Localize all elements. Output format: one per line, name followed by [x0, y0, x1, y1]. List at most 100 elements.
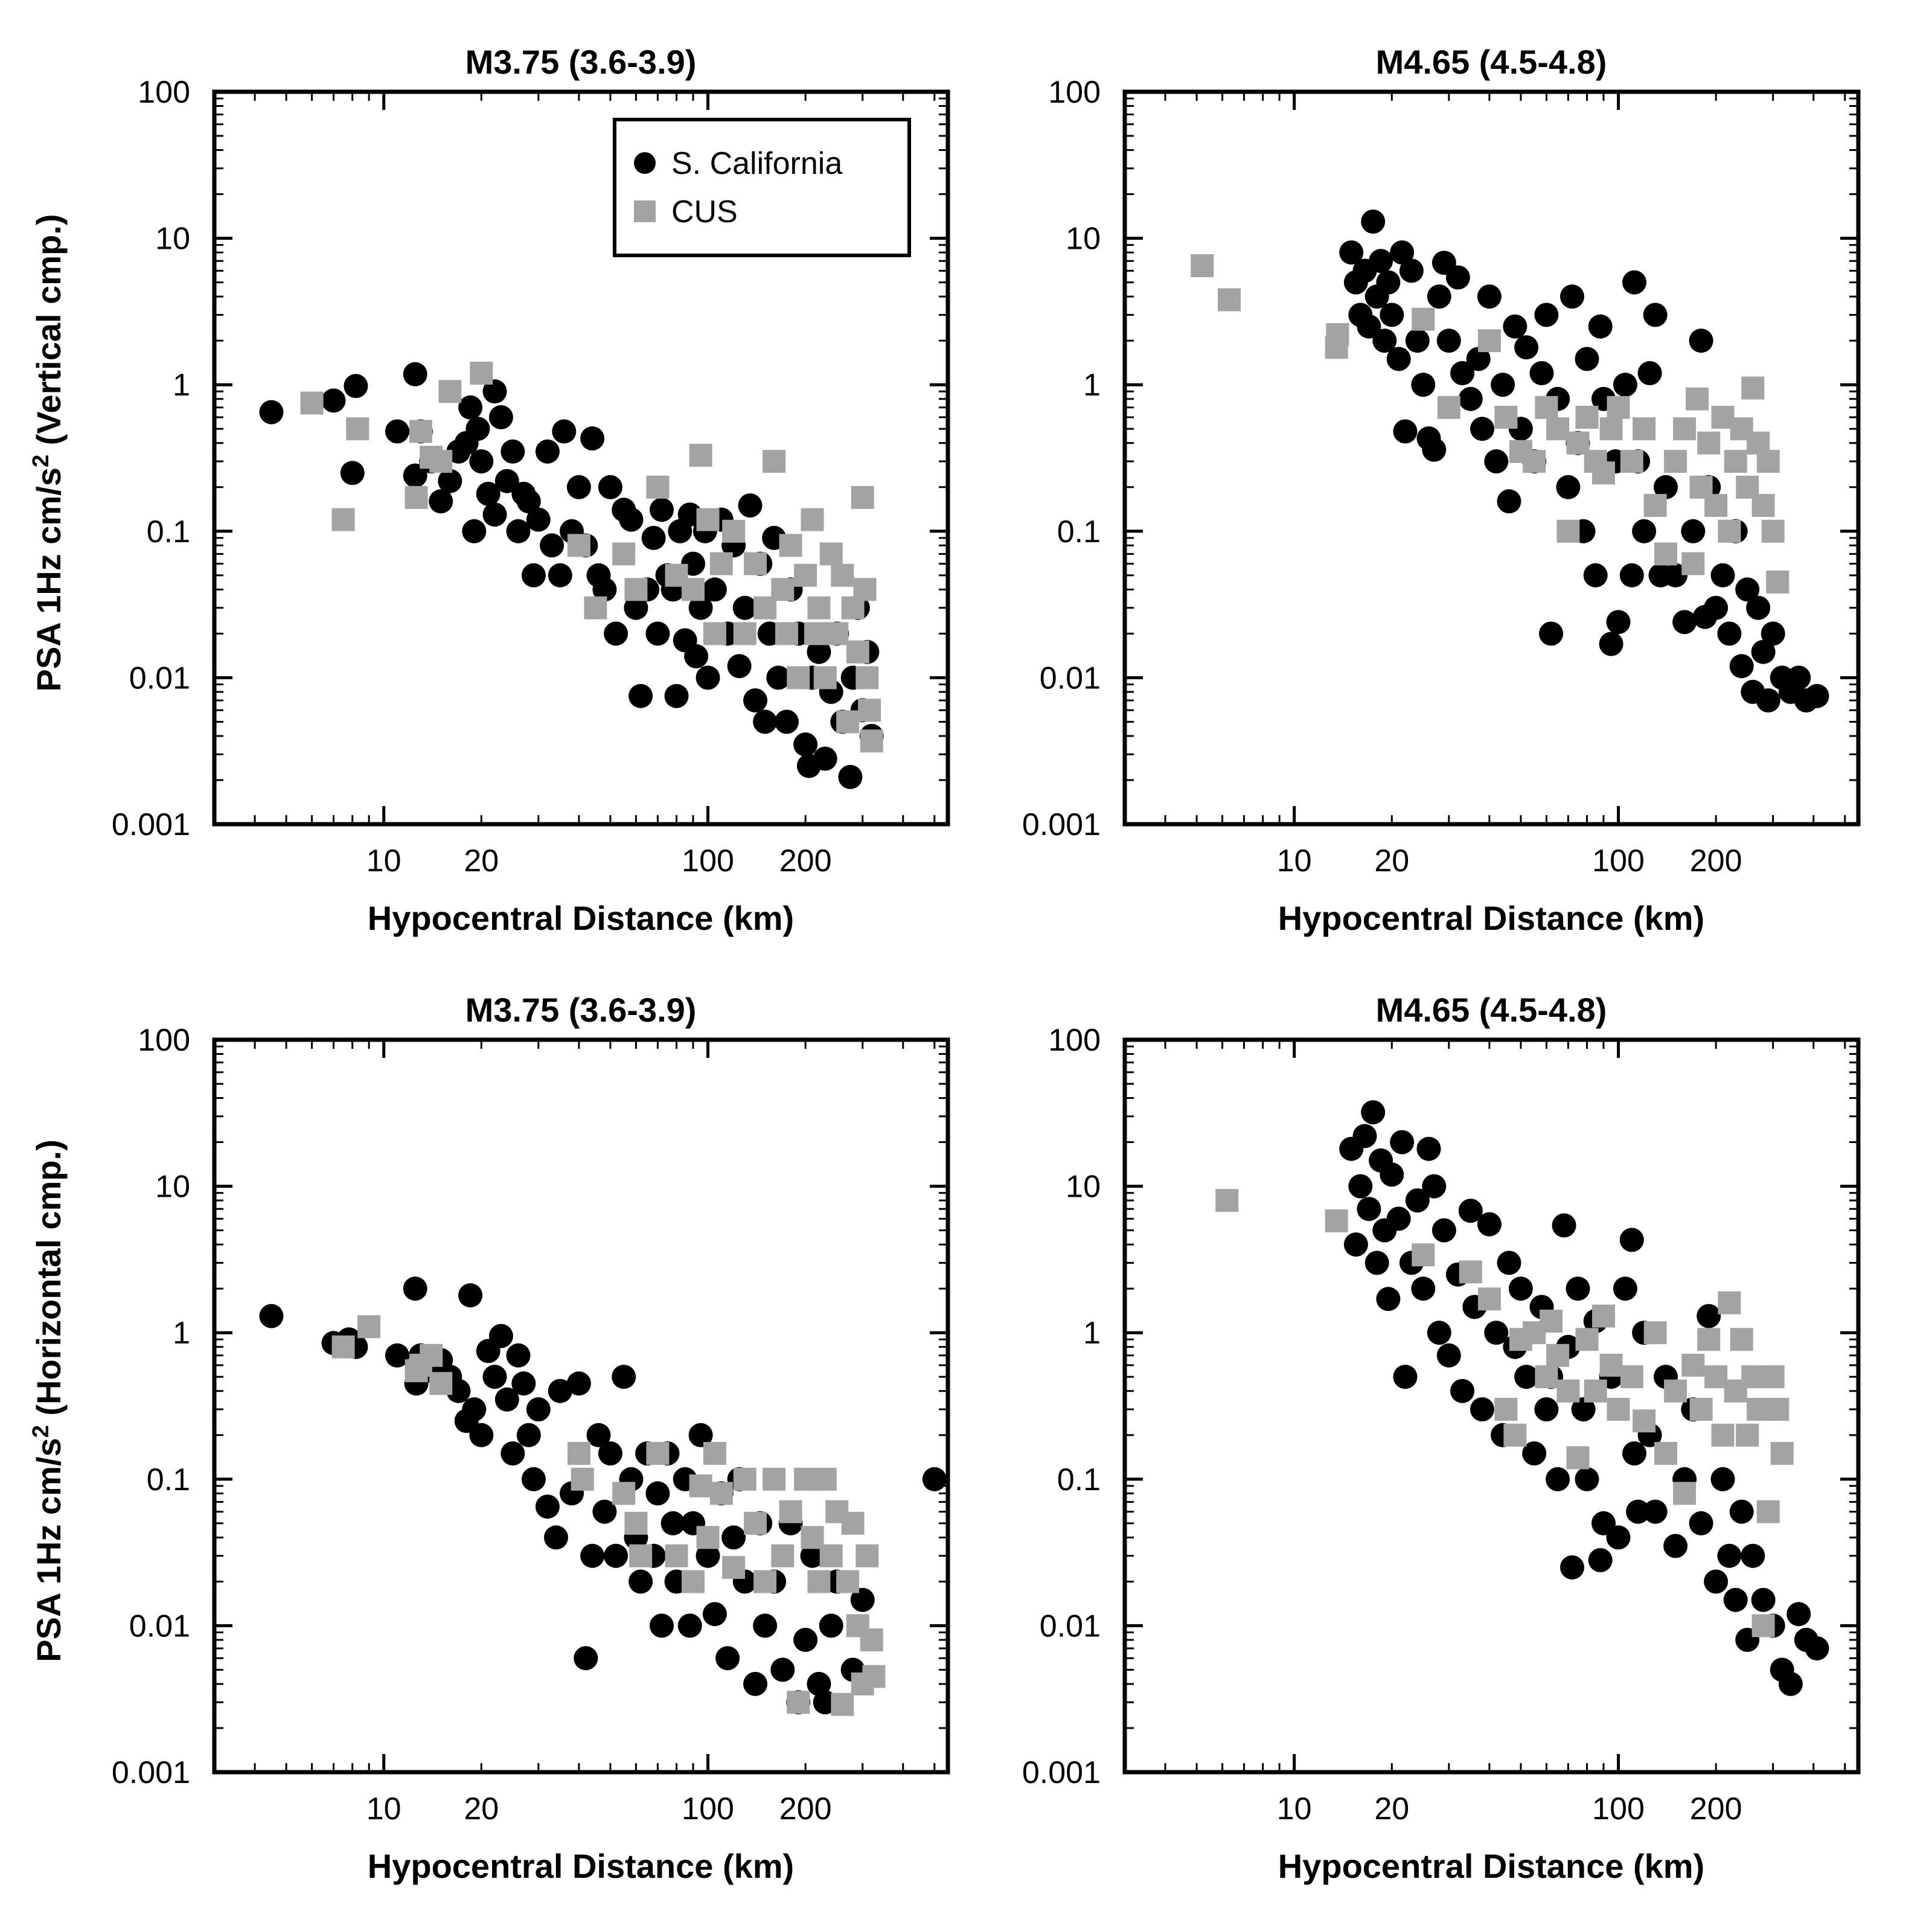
- cus-point: [409, 420, 432, 443]
- cus-point: [1770, 1442, 1794, 1465]
- panel-1-ticks: 0.001 0.01 0.1 1 10 100 10 20 100 200: [112, 75, 948, 879]
- cus-point: [831, 563, 854, 587]
- panel-2-cus-points: [1191, 254, 1790, 594]
- socal-point: [586, 1423, 611, 1447]
- cus-point: [1747, 1398, 1770, 1421]
- socal-point: [1606, 1525, 1631, 1550]
- socal-point: [1450, 1378, 1475, 1403]
- y-tick-label: 100: [138, 75, 190, 110]
- cus-point: [1704, 1365, 1728, 1389]
- panel-3-y-axis-label-sup: 2: [28, 1425, 54, 1438]
- socal-point: [1672, 610, 1697, 635]
- cus-point: [438, 380, 462, 403]
- cus-point: [1643, 494, 1667, 517]
- socal-point: [1361, 1100, 1386, 1125]
- cus-point: [1218, 288, 1241, 312]
- socal-point: [727, 654, 752, 679]
- socal-point: [1723, 1587, 1748, 1612]
- socal-point: [1575, 347, 1599, 371]
- cus-point: [646, 475, 670, 499]
- y-tick-label: 0.001: [1022, 807, 1101, 842]
- cus-point: [1191, 254, 1214, 277]
- cus-point: [1689, 1398, 1713, 1421]
- cus-point: [1724, 450, 1747, 473]
- socal-point: [1343, 1232, 1368, 1257]
- cus-point: [1540, 1310, 1563, 1333]
- cus-point: [1607, 1398, 1630, 1421]
- socal-point: [1522, 1441, 1547, 1466]
- cus-point: [763, 450, 786, 473]
- y-tick-label: 0.01: [129, 661, 190, 696]
- cus-point: [665, 1544, 688, 1567]
- panel-2-title: M4.65 (4.5-4.8): [1376, 43, 1607, 81]
- socal-point: [1654, 475, 1678, 499]
- socal-point: [1431, 1218, 1456, 1243]
- socal-point: [458, 395, 483, 420]
- y-tick-label: 1: [173, 368, 190, 403]
- x-tick-label: 10: [1277, 1791, 1312, 1827]
- cus-point: [1718, 1291, 1741, 1314]
- socal-point: [1386, 347, 1411, 371]
- socal-point: [1477, 284, 1502, 309]
- cus-point: [405, 485, 428, 509]
- socal-point: [1386, 1206, 1411, 1231]
- socal-point: [1364, 1250, 1389, 1275]
- socal-point: [1380, 303, 1404, 327]
- cus-point: [1325, 1209, 1348, 1232]
- socal-point: [1583, 563, 1608, 588]
- x-tick-label: 200: [1690, 844, 1742, 879]
- cus-point: [1556, 519, 1580, 543]
- socal-point: [462, 1397, 487, 1422]
- cus-point: [801, 508, 824, 531]
- cus-point: [1673, 1482, 1697, 1505]
- socal-point: [1422, 437, 1447, 462]
- cus-point: [709, 1482, 733, 1505]
- cus-point: [733, 622, 756, 645]
- socal-point: [1805, 1636, 1829, 1660]
- cus-point: [689, 1474, 712, 1497]
- socal-point: [1786, 1602, 1811, 1627]
- cus-point: [1523, 450, 1546, 473]
- cus-point: [1766, 1398, 1790, 1421]
- panel-2-socal-points: [1339, 210, 1829, 712]
- socal-point: [1390, 1130, 1415, 1154]
- socal-point: [592, 577, 617, 602]
- socal-point: [1529, 361, 1554, 385]
- cus-point: [1535, 1365, 1558, 1389]
- socal-point: [1497, 489, 1521, 514]
- socal-point: [1613, 373, 1637, 397]
- socal-point: [494, 1387, 519, 1412]
- socal-point: [340, 461, 365, 485]
- cus-point: [1477, 1287, 1501, 1311]
- cus-point: [1686, 387, 1709, 411]
- socal-point: [650, 1613, 674, 1638]
- socal-point: [1380, 1162, 1404, 1187]
- socal-point: [664, 684, 689, 708]
- socal-point: [641, 525, 666, 550]
- socal-point: [715, 1646, 740, 1671]
- panel-1-plot-frame: [212, 89, 950, 827]
- cus-point: [775, 622, 798, 645]
- socal-point: [506, 519, 531, 543]
- y-tick-label: 100: [138, 1023, 190, 1058]
- socal-point: [721, 1525, 746, 1550]
- cus-point: [771, 578, 795, 601]
- cus-point: [744, 552, 767, 575]
- cus-point: [1215, 1189, 1239, 1212]
- socal-point: [482, 1365, 507, 1389]
- socal-point: [1534, 303, 1559, 327]
- socal-point: [1729, 654, 1754, 679]
- socal-point: [1422, 1174, 1447, 1199]
- y-tick-label: 1: [1083, 368, 1101, 403]
- cus-point: [612, 1482, 636, 1505]
- socal-point: [688, 595, 713, 620]
- panel-3-ticks: 0.001 0.01 0.1 1 10 100 10 20 100 200: [112, 1023, 948, 1827]
- cus-point: [862, 1665, 886, 1688]
- socal-point: [526, 1397, 551, 1422]
- socal-point: [1436, 1343, 1461, 1368]
- socal-point: [677, 1613, 702, 1638]
- socal-point: [612, 1365, 636, 1389]
- panel-2-plot-frame: [1122, 89, 1861, 827]
- socal-point: [465, 417, 490, 441]
- panel-4-x-axis-label: Hypocentral Distance (km): [1278, 1847, 1704, 1885]
